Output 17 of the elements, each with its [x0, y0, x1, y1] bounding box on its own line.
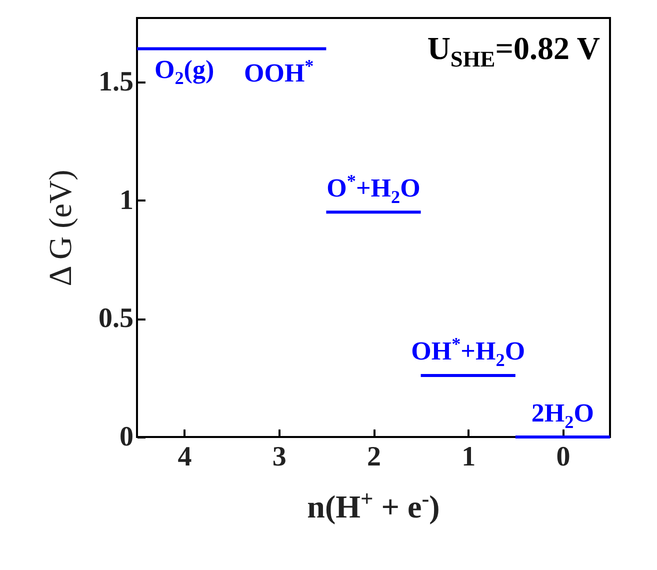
y-tick-label: 0.5 — [98, 303, 134, 334]
x-axis-title: n(H$^{+}$ + e$^{-}$) — [307, 486, 440, 525]
annotation: O$^{*}$+H$_{2}$O — [326, 171, 420, 207]
annotation: OOH$^{*}$ — [244, 56, 314, 88]
y-tick-label: 0 — [120, 422, 134, 452]
x-tick-label: 4 — [178, 442, 192, 472]
x-tick-label: 1 — [462, 442, 476, 472]
y-tick-label: 1.5 — [98, 66, 134, 98]
annotation: 2H$_{2}$O — [531, 398, 594, 432]
annotation: U$_{SHE}$=0.82 V — [427, 30, 600, 72]
y-axis-title: Δ G (eV) — [42, 169, 78, 286]
annotation: OH$^{*}$+H$_{2}$O — [411, 334, 526, 370]
y-tick-label: 1 — [120, 184, 134, 216]
x-tick-label: 0 — [556, 442, 570, 472]
annotation: O$_{2}$(g) — [154, 54, 214, 88]
x-tick-label: 2 — [367, 442, 381, 472]
x-tick-label: 3 — [272, 442, 286, 472]
